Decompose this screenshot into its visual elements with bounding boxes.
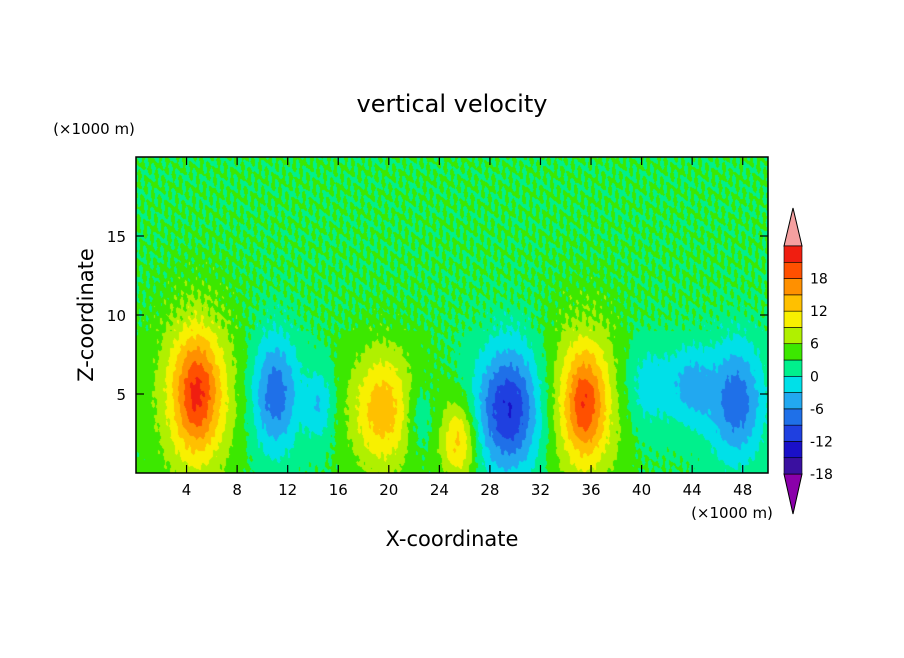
colorbar-extend-max [783,207,803,247]
colorbar-label: 18 [810,272,828,288]
colorbar-swatch [783,278,803,296]
colorbar-swatch [783,441,803,459]
colorbar-label: -12 [810,434,833,450]
x-tick-label: 48 [733,481,752,499]
x-tick-label: 28 [480,481,499,499]
x-tick-label: 36 [581,481,600,499]
colorbar: 18 12 6 0 -6 -12 -18 [783,207,833,515]
x-tick-label: 16 [329,481,348,499]
x-tick-label: 40 [632,481,651,499]
y-tick-label: 10 [107,307,126,325]
colorbar-extend-min [783,473,803,515]
colorbar-swatch [783,343,803,361]
colorbar-swatch [783,408,803,426]
colorbar-swatch [783,375,803,393]
colorbar-swatch [783,424,803,442]
colorbar-label: -6 [810,402,824,418]
colorbar-swatch [783,245,803,263]
y-axis-label: Z-coordinate [74,248,98,382]
colorbar-swatch [783,359,803,377]
colorbar-swatch [783,294,803,312]
x-tick-label: 32 [531,481,550,499]
x-axis-unit: (×1000 m) [691,504,773,522]
x-tick-label: 44 [683,481,702,499]
x-tick-label: 4 [182,481,192,499]
heatmap-field [136,157,768,473]
chart-title: vertical velocity [357,90,548,118]
x-axis: 4 8 12 16 20 24 28 32 36 40 44 48 [182,157,752,499]
x-tick-label: 8 [232,481,242,499]
x-tick-label: 12 [278,481,297,499]
colorbar-swatch [783,327,803,345]
x-tick-label: 24 [430,481,449,499]
y-tick-label: 15 [107,228,126,246]
plot-area [135,156,769,474]
y-tick-label: 5 [116,386,126,404]
y-axis-unit: (×1000 m) [53,120,135,138]
x-tick-label: 20 [379,481,398,499]
colorbar-swatch [783,310,803,328]
colorbar-swatch [783,392,803,410]
colorbar-label: -18 [810,467,833,483]
colorbar-label: 0 [810,369,819,385]
colorbar-swatch [783,261,803,279]
colorbar-label: 6 [810,337,819,353]
colorbar-swatch [783,457,803,475]
y-axis: 5 10 15 [107,228,768,404]
x-axis-label: X-coordinate [386,527,519,551]
colorbar-label: 12 [810,304,828,320]
